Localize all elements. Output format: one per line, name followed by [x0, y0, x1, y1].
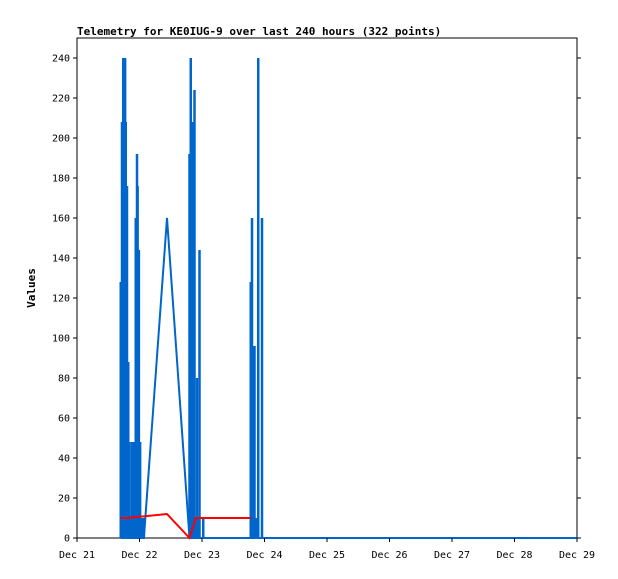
y-tick-label: 240 — [52, 54, 70, 65]
y-tick-label: 180 — [52, 174, 70, 185]
plot-area — [76, 37, 578, 539]
y-tick-label: 200 — [52, 134, 70, 145]
telemetry-series-line-2 — [120, 512, 251, 540]
x-tick-label: Dec 29 — [559, 550, 595, 561]
x-tick-label: Dec 23 — [184, 550, 220, 561]
y-axis: 0 20 40 60 80 100 120 140 160 180 200 220 240 — [52, 54, 581, 545]
y-tick-label: 100 — [52, 334, 70, 345]
y-tick-label: 20 — [58, 494, 70, 505]
x-tick-label: Dec 27 — [434, 550, 470, 561]
x-tick-label: Dec 28 — [496, 550, 532, 561]
x-tick-label: Dec 26 — [371, 550, 407, 561]
y-tick-label: 40 — [58, 454, 70, 465]
y-tick-label: 140 — [52, 254, 70, 265]
y-tick-label: 160 — [52, 214, 70, 225]
y-tick-label: 220 — [52, 94, 70, 105]
x-tick-label: Dec 22 — [121, 550, 157, 561]
y-tick-label: 0 — [64, 534, 70, 545]
y-tick-label: 60 — [58, 414, 70, 425]
chart-title: Telemetry for KE0IUG-9 over last 240 hou… — [77, 25, 441, 38]
y-tick-label: 120 — [52, 294, 70, 305]
y-tick-label: 80 — [58, 374, 70, 385]
x-tick-label: Dec 21 — [59, 550, 95, 561]
x-tick-label: Dec 24 — [246, 550, 282, 561]
x-tick-label: Dec 25 — [309, 550, 345, 561]
x-axis: Dec 21 Dec 22 Dec 23 Dec 24 Dec 25 Dec 26 Dec … — [59, 538, 595, 561]
y-axis-label: Values — [25, 268, 38, 308]
